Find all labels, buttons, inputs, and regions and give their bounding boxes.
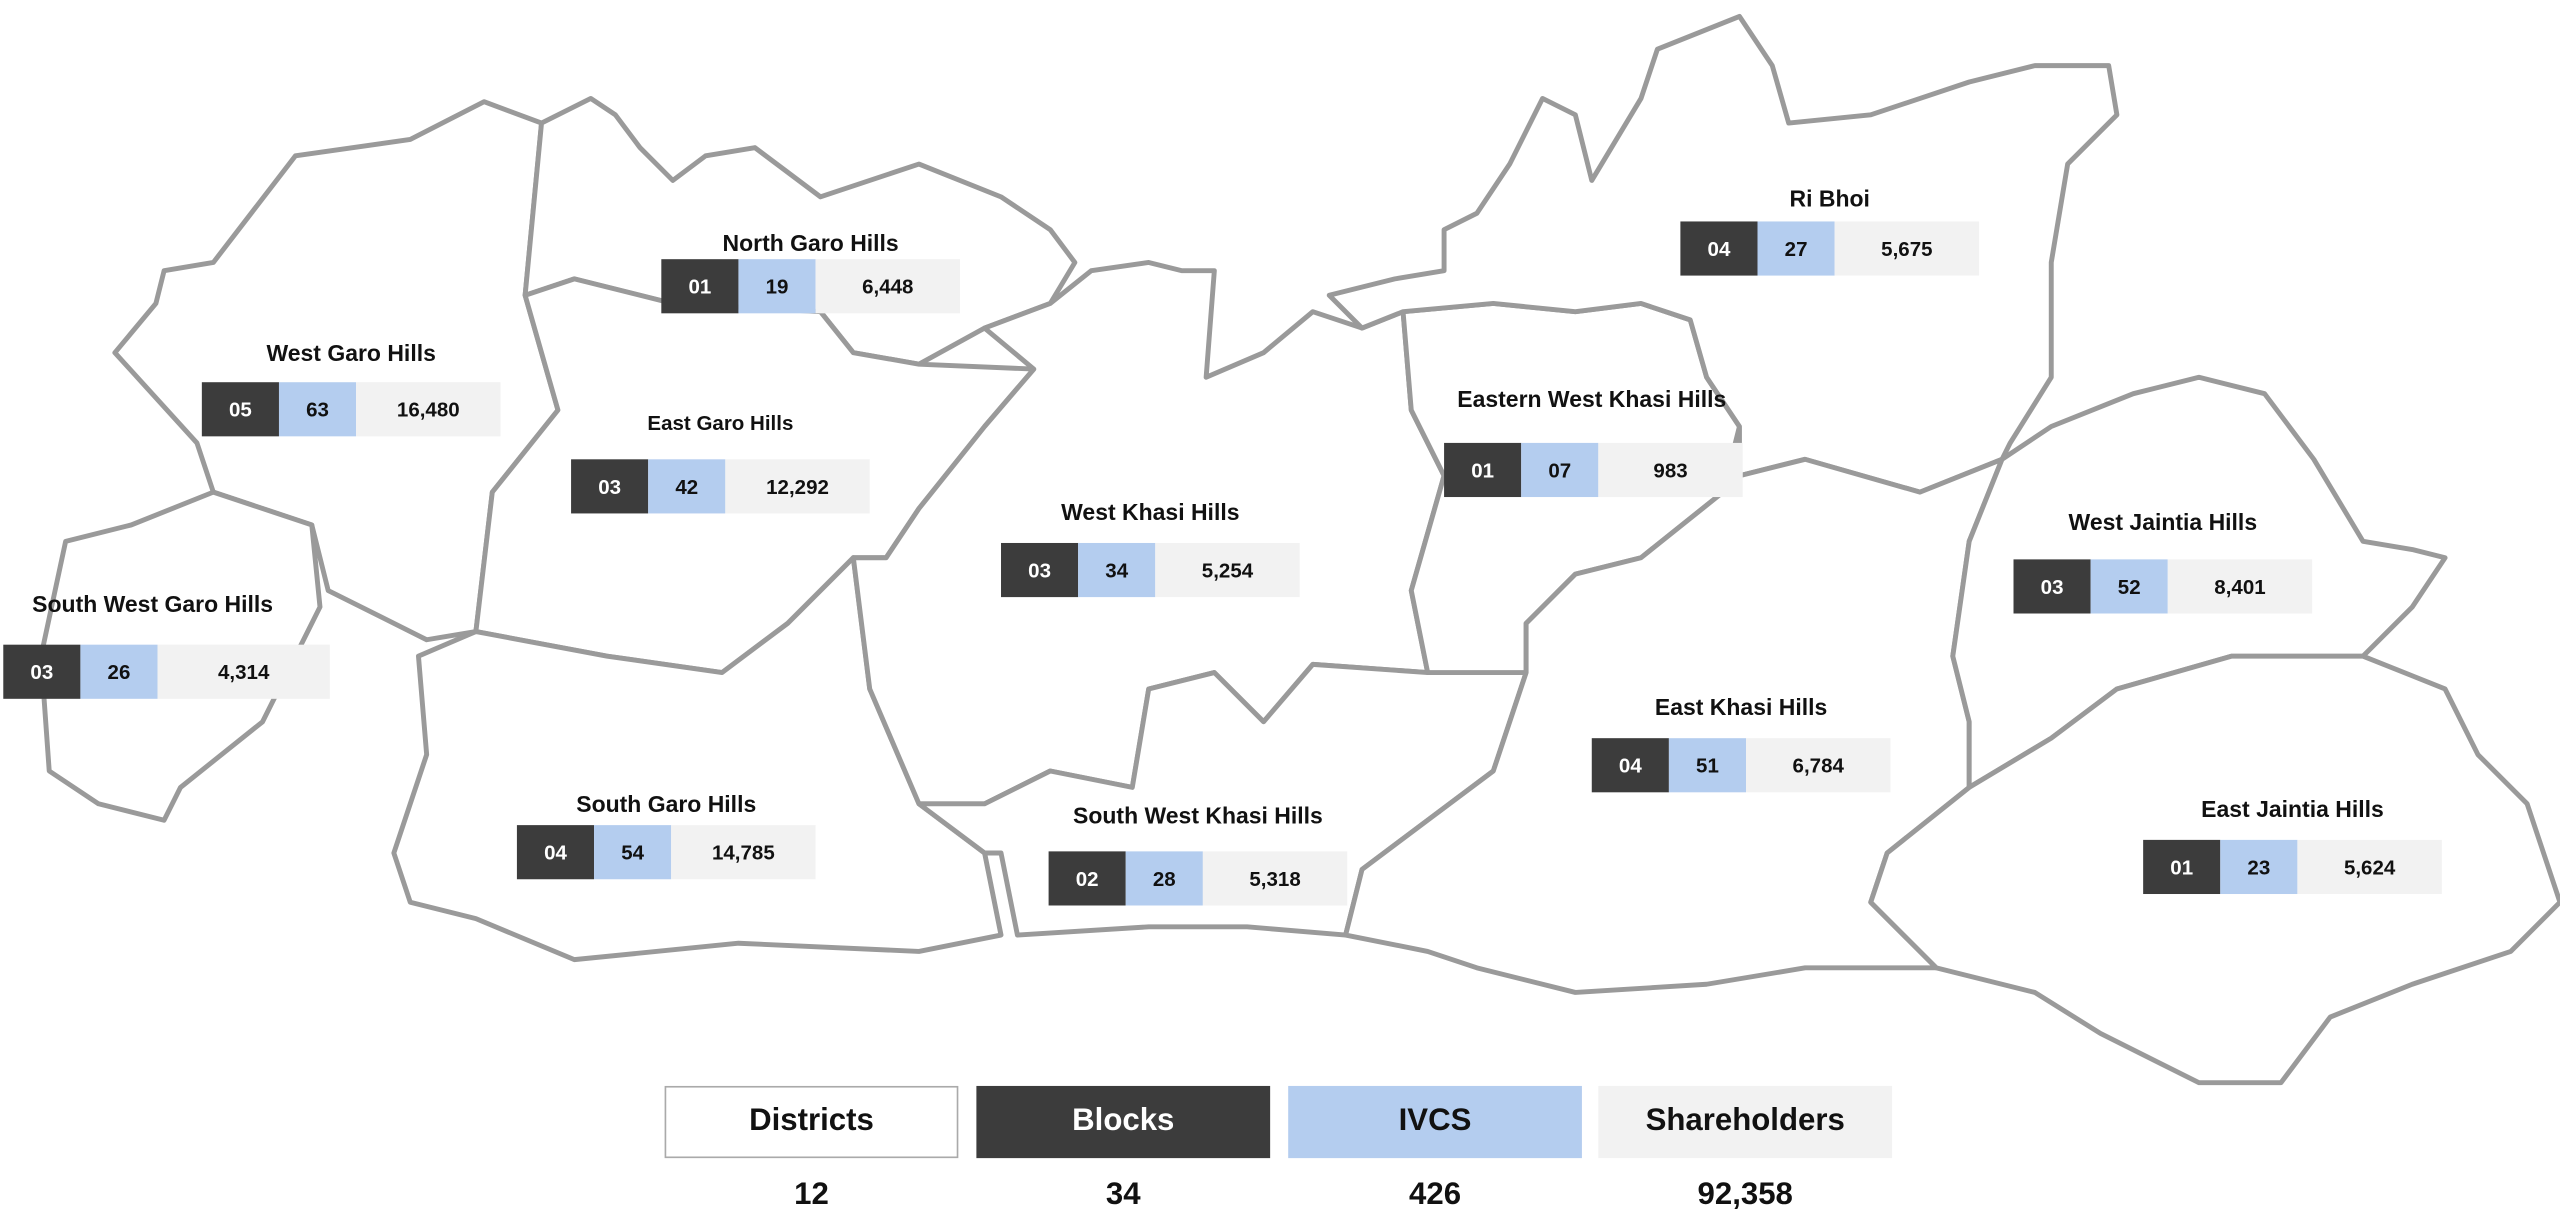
shareholders-value: 16,480 — [356, 382, 501, 437]
ivcs-value: 26 — [80, 644, 158, 699]
shareholders-value: 5,624 — [2297, 839, 2442, 895]
district-figures: 01 23 5,624 — [2143, 839, 2442, 895]
ivcs-value: 19 — [738, 259, 816, 314]
blocks-value: 03 — [2013, 559, 2091, 614]
blocks-value: 03 — [3, 644, 81, 699]
district-name: Ri Bhoi — [1789, 185, 1870, 212]
district-name: Eastern West Khasi Hills — [1457, 385, 1727, 412]
district-figures: 04 54 14,785 — [516, 825, 816, 880]
shareholders-value: 5,254 — [1155, 542, 1300, 598]
shareholders-value: 14,785 — [671, 825, 816, 880]
blocks-value: 01 — [1444, 442, 1522, 498]
blocks-value: 04 — [1591, 738, 1669, 793]
district-figures: 04 27 5,675 — [1680, 221, 1980, 276]
district-name: East Jaintia Hills — [2201, 795, 2384, 822]
blocks-value: 04 — [516, 825, 595, 880]
district-name: West Khasi Hills — [1061, 498, 1240, 525]
blocks-value: 01 — [661, 259, 739, 314]
blocks-value: 03 — [1001, 542, 1079, 598]
district-name: South West Khasi Hills — [1073, 802, 1323, 829]
shareholders-value: 6,448 — [815, 259, 960, 314]
ivcs-value: 27 — [1757, 221, 1835, 276]
ivcs-value: 51 — [1668, 738, 1747, 793]
district-name: West Jaintia Hills — [2068, 508, 2258, 535]
legend-key: IVCS — [1288, 1085, 1582, 1159]
ivcs-value: 54 — [594, 825, 672, 880]
district-figures: 05 63 16,480 — [201, 382, 501, 437]
shareholders-value: 5,675 — [1834, 221, 1980, 276]
legend-key: Shareholders — [1598, 1085, 1893, 1159]
blocks-value: 02 — [1048, 851, 1126, 906]
shareholders-value: 983 — [1598, 442, 1743, 498]
ivcs-value: 23 — [2220, 839, 2298, 895]
legend-total: 34 — [1105, 1177, 1141, 1213]
district-name: South Garo Hills — [576, 790, 757, 817]
district-figures: 04 51 6,784 — [1591, 738, 1891, 793]
shareholders-value: 6,784 — [1746, 738, 1891, 793]
shareholders-value: 4,314 — [157, 644, 330, 699]
shareholders-value: 8,401 — [2167, 559, 2313, 614]
shareholders-value: 5,318 — [1202, 851, 1348, 906]
legend-key: Blocks — [976, 1085, 1271, 1159]
district-figures: 01 19 6,448 — [661, 259, 960, 314]
district-name: North Garo Hills — [722, 229, 899, 256]
blocks-value: 01 — [2143, 839, 2221, 895]
ivcs-value: 42 — [648, 459, 726, 514]
legend-total: 92,358 — [1697, 1177, 1793, 1213]
district-figures: 02 28 5,318 — [1048, 851, 1348, 906]
ivcs-value: 07 — [1521, 442, 1599, 498]
blocks-value: 05 — [201, 382, 279, 437]
legend-key: Districts — [664, 1085, 959, 1159]
district-name: East Khasi Hills — [1654, 693, 1828, 721]
blocks-value: 04 — [1680, 221, 1758, 276]
shareholders-value: 12,292 — [725, 459, 870, 514]
district-figures: 03 42 12,292 — [571, 459, 870, 514]
legend-total: 426 — [1409, 1177, 1462, 1213]
legend-total: 12 — [794, 1177, 829, 1213]
district-figures: 03 52 8,401 — [2013, 559, 2313, 614]
ivcs-value: 52 — [2090, 559, 2168, 614]
ivcs-value: 28 — [1125, 851, 1203, 906]
district-figures: 03 34 5,254 — [1001, 542, 1300, 598]
blocks-value: 03 — [571, 459, 649, 514]
district-figures: 01 07 983 — [1444, 442, 1743, 498]
district-name: East Garo Hills — [647, 411, 794, 435]
district-figures: 03 26 4,314 — [3, 644, 330, 699]
ivcs-value: 34 — [1078, 542, 1156, 598]
district-name: West Garo Hills — [266, 339, 436, 366]
district-name: South West Garo Hills — [32, 590, 274, 617]
ivcs-value: 63 — [278, 382, 357, 437]
